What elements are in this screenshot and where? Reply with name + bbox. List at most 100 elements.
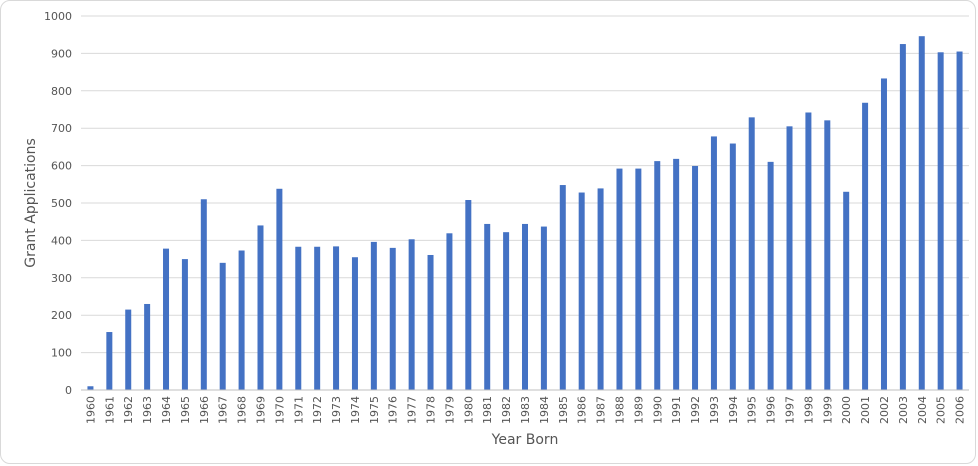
bar-1962 <box>125 309 132 390</box>
x-tick-label: 1980 <box>462 396 475 424</box>
bar-1976 <box>389 247 396 390</box>
x-tick-label: 1972 <box>311 396 324 424</box>
bar-1986 <box>578 192 585 390</box>
x-tick-label: 1966 <box>198 396 211 424</box>
bar-1967 <box>219 262 226 390</box>
y-tick-label: 200 <box>51 309 72 322</box>
bar-1989 <box>635 168 642 390</box>
x-tick-label: 1974 <box>349 396 362 424</box>
x-tick-label: 2000 <box>840 396 853 424</box>
bar-2004 <box>918 36 925 391</box>
x-tick-label: 1977 <box>406 396 419 424</box>
bar-1972 <box>314 246 321 390</box>
x-tick-label: 1968 <box>236 396 249 424</box>
y-axis-ticks: 0 100 200 300 400 500 600 700 800 900 1000 <box>44 10 72 397</box>
x-tick-label: 1988 <box>613 396 626 424</box>
bar-1995 <box>748 117 755 390</box>
x-tick-label: 1965 <box>179 396 192 424</box>
bar-1990 <box>654 161 661 390</box>
bar-1960 <box>87 386 94 390</box>
bar-1978 <box>427 254 434 390</box>
x-tick-label: 1987 <box>595 396 608 424</box>
bar-1979 <box>446 233 453 390</box>
x-tick-label: 1970 <box>273 396 286 424</box>
y-tick-label: 400 <box>51 234 72 247</box>
bar-1992 <box>692 165 699 390</box>
x-tick-label: 1994 <box>727 396 740 424</box>
bar-2006 <box>956 51 963 390</box>
x-tick-label: 1991 <box>670 396 683 424</box>
x-tick-label: 1986 <box>576 396 589 424</box>
bar-1973 <box>333 246 340 390</box>
x-tick-label: 1962 <box>122 396 135 424</box>
y-tick-label: 600 <box>51 160 72 173</box>
bar-1975 <box>370 241 377 390</box>
x-tick-label: 2006 <box>954 396 967 424</box>
bar-1970 <box>276 188 283 390</box>
y-tick-label: 1000 <box>44 10 72 23</box>
y-tick-label: 700 <box>51 122 72 135</box>
x-tick-label: 1981 <box>481 396 494 424</box>
bar-1982 <box>503 232 510 390</box>
bar-1971 <box>295 246 302 390</box>
bar-1998 <box>805 112 812 390</box>
bar-2001 <box>862 102 869 390</box>
x-tick-label: 1984 <box>538 396 551 424</box>
bar-1977 <box>408 239 415 390</box>
x-tick-label: 1961 <box>103 396 116 424</box>
bar-1985 <box>559 185 566 390</box>
y-tick-label: 100 <box>51 347 72 360</box>
bar-1994 <box>729 143 736 390</box>
bar-1980 <box>465 200 472 390</box>
x-tick-label: 1975 <box>368 396 381 424</box>
bar-1987 <box>597 188 604 390</box>
x-tick-label: 1973 <box>330 396 343 424</box>
y-tick-label: 0 <box>65 384 72 397</box>
bar-1993 <box>710 136 717 390</box>
x-tick-label: 1964 <box>160 396 173 424</box>
x-tick-label: 1960 <box>84 396 97 424</box>
x-axis-ticks: 1960 1961 1962 1963 1964 1965 1966 1967 1968 1969… <box>84 396 966 424</box>
bar-1969 <box>257 225 264 390</box>
y-tick-label: 300 <box>51 272 72 285</box>
y-axis-title: Grant Applications <box>23 138 39 268</box>
bar-1983 <box>522 223 528 390</box>
x-tick-label: 1992 <box>689 396 702 424</box>
x-tick-label: 2002 <box>878 396 891 424</box>
x-tick-label: 1967 <box>217 396 230 424</box>
bar-1961 <box>106 332 113 390</box>
x-tick-label: 1982 <box>500 396 513 424</box>
bar-1997 <box>786 126 793 390</box>
x-tick-label: 1979 <box>443 396 456 424</box>
x-tick-label: 1997 <box>784 396 797 424</box>
x-tick-label: 2004 <box>916 396 929 424</box>
gridlines <box>81 15 969 354</box>
bar-1981 <box>484 223 491 390</box>
x-tick-label: 1996 <box>765 396 778 424</box>
x-tick-label: 1990 <box>651 396 664 424</box>
bar-1988 <box>616 168 623 390</box>
x-tick-label: 1999 <box>821 396 834 424</box>
y-tick-label: 800 <box>51 85 72 98</box>
x-tick-label: 1978 <box>425 396 438 424</box>
bar-2002 <box>880 78 887 390</box>
x-tick-label: 1993 <box>708 396 721 424</box>
bar-1966 <box>200 199 207 390</box>
bar-2005 <box>937 52 944 390</box>
x-tick-label: 2005 <box>935 396 948 424</box>
bar-1984 <box>540 226 547 390</box>
y-tick-label: 500 <box>51 197 72 210</box>
bar-2000 <box>843 191 850 390</box>
x-tick-label: 1971 <box>292 396 305 424</box>
bar-1991 <box>673 158 680 390</box>
x-tick-label: 1985 <box>557 396 570 424</box>
x-tick-label: 1969 <box>254 396 267 424</box>
bar-1996 <box>767 161 774 390</box>
bars <box>87 36 963 391</box>
x-tick-label: 1995 <box>746 396 759 424</box>
bar-2003 <box>899 44 906 391</box>
bar-1968 <box>238 250 245 390</box>
bar-1974 <box>351 257 358 390</box>
